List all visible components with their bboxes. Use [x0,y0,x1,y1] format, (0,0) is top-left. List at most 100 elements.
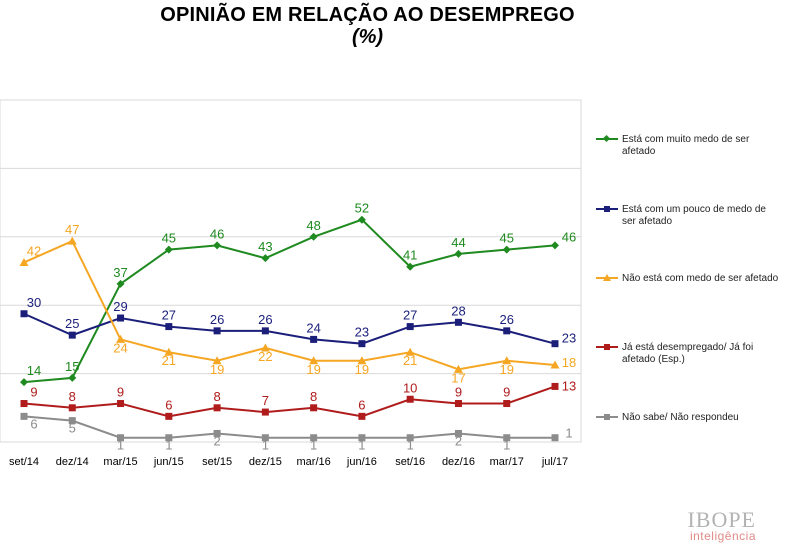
data-label: 28 [451,303,465,318]
data-point [117,434,125,442]
data-label: 9 [30,385,37,400]
data-point [453,364,463,373]
data-point [454,429,462,437]
data-label: 9 [455,385,462,400]
data-label: 1 [262,438,269,453]
data-label: 5 [69,421,76,436]
data-point [20,378,28,387]
data-point [310,434,318,442]
data-point [68,404,76,412]
data-label: 2 [455,433,462,448]
data-point [551,340,559,348]
chart-subtitle: (%) [351,26,384,48]
chart-title: OPINIÃO EM RELAÇÃO AO DESEMPREGO [160,4,575,26]
data-label: 9 [503,385,510,400]
x-tick-label: jul/17 [541,456,568,468]
ibope-logo: IBOPE inteligência [687,507,756,543]
data-label: 6 [30,416,37,431]
triangle-marker-icon [596,274,618,281]
data-label: 41 [403,248,417,263]
legend-label: Não está com medo de ser afetado [622,273,779,284]
data-point [164,347,174,356]
data-label: 1 [358,438,365,453]
data-point [503,400,511,408]
data-label: 24 [306,320,320,335]
data-label: 42 [27,243,41,258]
data-point [406,323,414,331]
data-point [310,404,318,412]
data-label: 27 [162,308,176,323]
data-label: 46 [210,226,224,241]
square-marker-icon [596,414,618,420]
data-label: 1 [117,438,124,453]
data-point [310,335,318,343]
data-label: 21 [162,353,176,368]
brand-name: IBOPE [687,507,756,532]
data-label: 23 [355,325,369,340]
data-point [503,327,511,335]
data-point [309,232,318,241]
legend-label: Está com muito medo de ser afetado [622,134,750,157]
data-label: 1 [407,438,414,453]
square-marker-icon [596,344,618,350]
data-point [358,434,366,442]
data-label: 23 [562,331,576,346]
data-label: 6 [165,397,172,412]
data-point [261,254,270,263]
data-label: 37 [113,265,127,280]
data-point [68,373,77,382]
data-point [551,434,559,442]
data-label: 2 [213,433,220,448]
data-point [165,412,173,420]
data-point [406,395,414,403]
data-point [502,356,512,365]
data-point [20,310,28,318]
data-point [116,279,125,288]
series-line [23,218,556,384]
data-label: 26 [258,312,272,327]
data-point [405,347,415,356]
data-point [67,236,77,245]
data-point [261,434,269,442]
data-label: 45 [162,231,176,246]
data-label: 25 [65,316,79,331]
data-label: 13 [562,378,576,393]
legend-label: Está com um pouco de medo de ser afetado [622,204,766,227]
data-label: 52 [355,201,369,216]
data-label: 1 [503,438,510,453]
x-tick-label: set/16 [395,456,425,468]
square-marker-icon [596,206,618,212]
x-tick-label: dez/16 [442,456,475,468]
data-point [165,323,173,331]
data-point [260,343,270,352]
data-label: 18 [562,355,576,370]
data-label: 15 [65,359,79,374]
data-point [357,356,367,365]
data-point [261,408,269,416]
data-label: 26 [210,312,224,327]
data-point [20,412,28,420]
data-label: 21 [403,353,417,368]
data-label: 30 [27,295,41,310]
x-tick-label: mar/16 [297,456,331,468]
data-label: 17 [451,370,465,385]
data-label: 26 [499,312,513,327]
data-point [358,412,366,420]
series-line [23,239,556,371]
x-tick-label: mar/15 [103,456,137,468]
data-point [68,331,76,339]
data-point [20,400,28,408]
data-point [406,262,415,271]
data-label: 45 [499,231,513,246]
data-label: 48 [306,218,320,233]
data-point [165,434,173,442]
data-point [213,429,221,437]
data-label: 1 [565,426,572,441]
data-point [213,404,221,412]
x-tick-label: dez/14 [56,456,89,468]
data-label: 1 [165,438,172,453]
data-label: 14 [27,363,41,378]
legend-label: Já está desempregado/ Já foi afetado (Es… [622,342,754,365]
data-point [116,334,126,343]
x-tick-label: mar/17 [490,456,524,468]
